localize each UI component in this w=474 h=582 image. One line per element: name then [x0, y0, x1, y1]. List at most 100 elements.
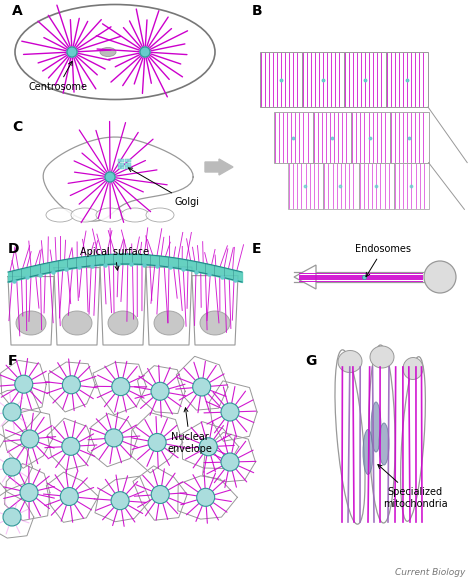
- Circle shape: [21, 430, 39, 448]
- Circle shape: [199, 438, 217, 456]
- Text: Centrosome: Centrosome: [28, 61, 88, 92]
- Polygon shape: [54, 268, 100, 345]
- Text: C: C: [12, 120, 22, 134]
- Bar: [128, 166, 131, 169]
- Circle shape: [105, 172, 115, 182]
- Circle shape: [151, 382, 169, 400]
- FancyArrow shape: [205, 159, 233, 175]
- Ellipse shape: [371, 402, 381, 452]
- Circle shape: [3, 508, 21, 526]
- Polygon shape: [192, 276, 238, 345]
- Polygon shape: [202, 432, 255, 482]
- Text: F: F: [8, 354, 18, 368]
- Ellipse shape: [154, 311, 184, 335]
- Polygon shape: [176, 356, 228, 410]
- Text: Current Biology: Current Biology: [395, 568, 465, 577]
- Text: B: B: [252, 4, 263, 18]
- Ellipse shape: [335, 350, 365, 524]
- Ellipse shape: [338, 350, 362, 372]
- Polygon shape: [100, 264, 146, 345]
- Circle shape: [20, 484, 38, 502]
- Polygon shape: [0, 388, 41, 438]
- Polygon shape: [386, 52, 428, 107]
- Bar: [118, 166, 121, 169]
- Ellipse shape: [16, 311, 46, 335]
- Polygon shape: [46, 472, 99, 523]
- Ellipse shape: [108, 311, 138, 335]
- Polygon shape: [288, 163, 323, 210]
- Text: Apical surface: Apical surface: [81, 247, 149, 270]
- Bar: [121, 159, 125, 162]
- Bar: [125, 166, 128, 169]
- Ellipse shape: [369, 345, 395, 523]
- Ellipse shape: [96, 208, 124, 222]
- Bar: [128, 162, 131, 165]
- Ellipse shape: [200, 311, 230, 335]
- Bar: [121, 162, 125, 165]
- Circle shape: [148, 434, 166, 452]
- Polygon shape: [260, 52, 302, 107]
- Polygon shape: [358, 163, 394, 210]
- Circle shape: [3, 458, 21, 476]
- Circle shape: [111, 492, 129, 510]
- Text: G: G: [305, 354, 316, 368]
- Ellipse shape: [46, 208, 74, 222]
- Bar: [118, 159, 121, 162]
- Ellipse shape: [403, 357, 423, 379]
- Circle shape: [15, 375, 33, 393]
- Circle shape: [424, 261, 456, 293]
- Circle shape: [112, 378, 130, 396]
- Text: Endosomes: Endosomes: [355, 244, 411, 276]
- Ellipse shape: [363, 430, 373, 474]
- Text: E: E: [252, 242, 262, 256]
- Polygon shape: [182, 422, 239, 469]
- Ellipse shape: [379, 423, 389, 465]
- Ellipse shape: [100, 48, 116, 56]
- Circle shape: [67, 47, 77, 57]
- Polygon shape: [351, 112, 390, 162]
- Circle shape: [151, 485, 169, 503]
- Text: Nuclear
envelope: Nuclear envelope: [168, 408, 212, 453]
- Bar: [125, 162, 128, 165]
- Circle shape: [63, 376, 81, 394]
- Polygon shape: [178, 476, 237, 519]
- Polygon shape: [48, 362, 95, 412]
- Text: D: D: [8, 242, 19, 256]
- Polygon shape: [4, 463, 50, 520]
- Polygon shape: [390, 112, 428, 162]
- Circle shape: [197, 488, 215, 506]
- Polygon shape: [137, 365, 185, 414]
- Polygon shape: [8, 276, 54, 345]
- Circle shape: [193, 378, 210, 396]
- Polygon shape: [93, 362, 146, 415]
- Polygon shape: [88, 414, 137, 467]
- Polygon shape: [344, 52, 386, 107]
- Polygon shape: [146, 267, 192, 345]
- Polygon shape: [95, 476, 150, 521]
- Polygon shape: [210, 381, 257, 441]
- Polygon shape: [0, 491, 34, 538]
- Bar: [128, 159, 131, 162]
- Bar: [118, 162, 121, 165]
- Circle shape: [3, 403, 21, 421]
- Ellipse shape: [62, 311, 92, 335]
- Polygon shape: [274, 112, 313, 162]
- Ellipse shape: [146, 208, 174, 222]
- Circle shape: [60, 488, 78, 506]
- Polygon shape: [2, 409, 53, 469]
- Polygon shape: [0, 360, 46, 413]
- Ellipse shape: [370, 346, 394, 368]
- Ellipse shape: [121, 208, 149, 222]
- Circle shape: [62, 437, 80, 455]
- Text: A: A: [12, 4, 23, 18]
- Polygon shape: [43, 137, 193, 221]
- Polygon shape: [130, 413, 182, 473]
- Polygon shape: [313, 112, 351, 162]
- Circle shape: [140, 47, 150, 57]
- Circle shape: [105, 429, 123, 447]
- Ellipse shape: [71, 208, 99, 222]
- Polygon shape: [47, 418, 94, 470]
- Bar: [121, 166, 125, 169]
- Polygon shape: [302, 52, 344, 107]
- Polygon shape: [394, 163, 429, 210]
